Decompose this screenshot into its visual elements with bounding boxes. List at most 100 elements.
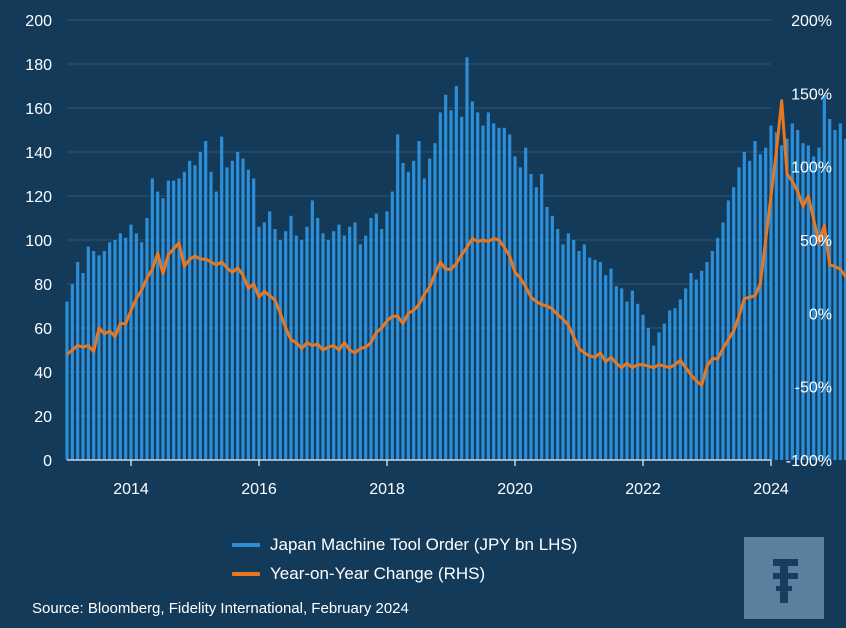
bar xyxy=(444,94,448,461)
bar xyxy=(348,226,352,460)
bar xyxy=(460,116,464,461)
bar xyxy=(790,123,794,461)
left-tick-label: 80 xyxy=(34,277,52,294)
bar xyxy=(214,191,218,460)
bar xyxy=(566,233,570,460)
bar xyxy=(337,224,341,460)
left-tick-label: 180 xyxy=(25,57,52,74)
left-tick-label: 20 xyxy=(34,409,52,426)
bar xyxy=(145,218,149,460)
bar xyxy=(129,224,133,460)
bar-series xyxy=(65,57,846,461)
bar xyxy=(252,178,256,460)
bar xyxy=(86,246,90,460)
bar xyxy=(561,244,565,460)
bar xyxy=(806,145,810,460)
bar xyxy=(609,268,613,460)
bar xyxy=(225,167,229,460)
bar xyxy=(369,218,373,460)
bar xyxy=(316,218,320,460)
bar xyxy=(700,270,704,460)
bar xyxy=(353,222,357,460)
bar xyxy=(449,110,453,460)
legend-label-bars: Japan Machine Tool Order (JPY bn LHS) xyxy=(270,534,578,554)
right-tick-label: 0% xyxy=(809,306,832,323)
x-tick-label: 2016 xyxy=(241,481,277,498)
bar xyxy=(769,125,773,460)
bar xyxy=(102,251,106,460)
bar xyxy=(529,174,533,460)
bar xyxy=(65,301,69,460)
bar xyxy=(838,123,842,461)
bar xyxy=(513,156,517,460)
bar xyxy=(716,237,720,460)
bar xyxy=(646,328,650,460)
bar xyxy=(497,127,501,461)
bar xyxy=(124,237,128,460)
bar xyxy=(673,308,677,460)
bar xyxy=(652,345,656,460)
legend-label-line: Year-on-Year Change (RHS) xyxy=(270,563,486,583)
bar xyxy=(220,136,224,460)
right-tick-label: -100% xyxy=(786,453,832,470)
bar xyxy=(492,123,496,461)
bar xyxy=(118,233,122,460)
bar xyxy=(113,240,117,460)
bar xyxy=(246,169,250,460)
bar xyxy=(833,130,837,460)
left-tick-label: 160 xyxy=(25,101,52,118)
bar xyxy=(300,240,304,460)
bar xyxy=(273,229,277,460)
legend-item-line: Year-on-Year Change (RHS) xyxy=(232,559,577,588)
bar xyxy=(134,233,138,460)
right-tick-label: -50% xyxy=(795,380,832,397)
bar xyxy=(668,310,672,460)
bar xyxy=(268,211,272,460)
bar xyxy=(193,165,197,460)
left-tick-label: 100 xyxy=(25,233,52,250)
bar xyxy=(748,160,752,461)
bar xyxy=(182,171,186,461)
bar xyxy=(161,198,165,460)
bar xyxy=(177,178,181,460)
bar xyxy=(358,244,362,460)
x-tick-label: 2022 xyxy=(625,481,661,498)
bar xyxy=(598,262,602,460)
x-axis-ticks: 2014 2016 2018 2020 2022 2024 xyxy=(113,460,789,498)
bar xyxy=(454,86,458,460)
bar xyxy=(764,147,768,460)
bar xyxy=(817,147,821,460)
bar xyxy=(70,284,74,460)
bar xyxy=(257,226,261,460)
bar xyxy=(614,286,618,460)
bar xyxy=(209,171,213,461)
left-tick-label: 200 xyxy=(25,13,52,30)
bar xyxy=(545,207,549,460)
x-tick-label: 2014 xyxy=(113,481,149,498)
bar xyxy=(204,141,208,460)
bar xyxy=(710,251,714,460)
left-axis-ticks: 0 20 40 60 80 100 120 140 160 180 200 xyxy=(25,13,52,470)
bar xyxy=(188,160,192,461)
bar xyxy=(742,152,746,460)
left-tick-label: 60 xyxy=(34,321,52,338)
bar xyxy=(732,187,736,460)
left-tick-label: 40 xyxy=(34,365,52,382)
bar xyxy=(390,191,394,460)
bar xyxy=(156,191,160,460)
bar xyxy=(801,143,805,460)
bar xyxy=(236,152,240,460)
bar xyxy=(470,101,474,461)
bar xyxy=(796,130,800,460)
x-tick-label: 2018 xyxy=(369,481,405,498)
bar xyxy=(76,262,80,460)
right-tick-label: 200% xyxy=(791,13,832,30)
source-note: Source: Bloomberg, Fidelity Internationa… xyxy=(32,600,409,617)
line-series xyxy=(66,99,846,387)
bar xyxy=(433,143,437,460)
legend-item-bars: Japan Machine Tool Order (JPY bn LHS) xyxy=(232,530,577,559)
bar xyxy=(662,323,666,460)
right-tick-label: 150% xyxy=(791,86,832,103)
bar xyxy=(540,174,544,460)
bar xyxy=(508,134,512,460)
